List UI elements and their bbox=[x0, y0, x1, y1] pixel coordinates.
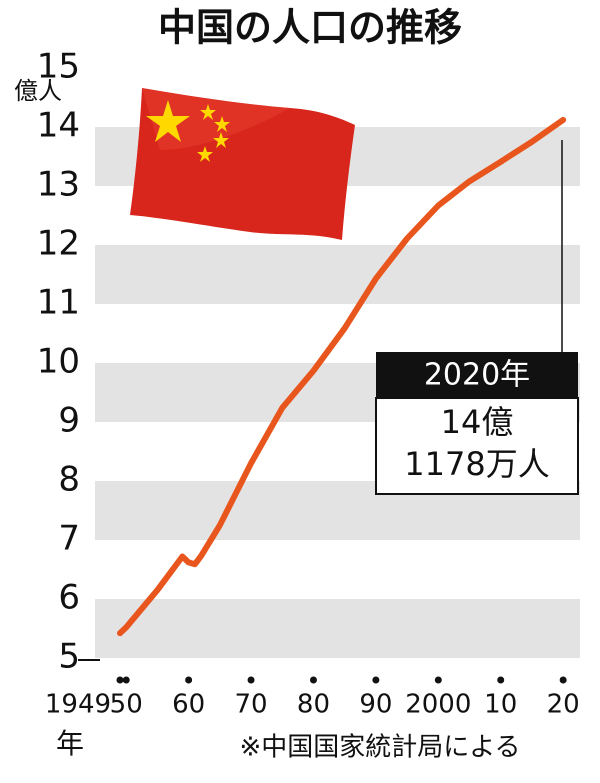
grid-band bbox=[95, 245, 580, 304]
x-tick bbox=[372, 676, 380, 684]
y-tick-label: 12 bbox=[37, 224, 80, 264]
x-tick-label: 1949 bbox=[45, 690, 111, 720]
y-tick-label: 5 bbox=[58, 637, 80, 677]
data-line bbox=[117, 116, 567, 637]
annotation-header-box bbox=[376, 352, 578, 398]
x-tick-label: 50 bbox=[110, 690, 143, 720]
x-tick-label: 20 bbox=[547, 690, 580, 720]
y-tick-label: 15 bbox=[37, 47, 80, 87]
x-tick bbox=[434, 676, 442, 684]
x-tick bbox=[185, 676, 193, 684]
x-unit: 年 bbox=[56, 727, 84, 760]
annotation-header: 2020年 bbox=[424, 358, 530, 393]
annotation-line: 1178万人 bbox=[404, 445, 549, 483]
x-tick-label: 10 bbox=[484, 690, 517, 720]
y-tick-label: 11 bbox=[37, 283, 80, 323]
chart-title: 中国の人口の推移 bbox=[158, 6, 462, 50]
grid-band bbox=[95, 599, 580, 658]
y-tick-label: 7 bbox=[58, 519, 80, 559]
annotation-box bbox=[375, 397, 579, 495]
y-tick-label: 13 bbox=[37, 165, 80, 205]
source-note: ※中国国家統計局による bbox=[239, 733, 520, 763]
x-tick bbox=[247, 676, 255, 684]
flag bbox=[130, 88, 355, 240]
y-tick-label: 8 bbox=[58, 460, 80, 500]
x-tick-label: 90 bbox=[359, 690, 392, 720]
y-unit: 億人 bbox=[14, 77, 62, 105]
x-tick-label: 2000 bbox=[405, 690, 471, 720]
y-tick-label: 14 bbox=[37, 106, 80, 146]
x-tick bbox=[559, 676, 567, 684]
x-tick-label: 70 bbox=[235, 690, 268, 720]
x-tick bbox=[116, 676, 124, 684]
annotation-line: 14億 bbox=[441, 403, 514, 441]
y-tick-label: 9 bbox=[58, 401, 80, 441]
x-tick bbox=[122, 676, 130, 684]
x-tick-label: 80 bbox=[297, 690, 330, 720]
y-tick-label: 10 bbox=[37, 342, 80, 382]
x-tick bbox=[497, 676, 505, 684]
x-tick bbox=[309, 676, 317, 684]
y-tick-label: 6 bbox=[58, 578, 80, 618]
x-tick-label: 60 bbox=[172, 690, 205, 720]
